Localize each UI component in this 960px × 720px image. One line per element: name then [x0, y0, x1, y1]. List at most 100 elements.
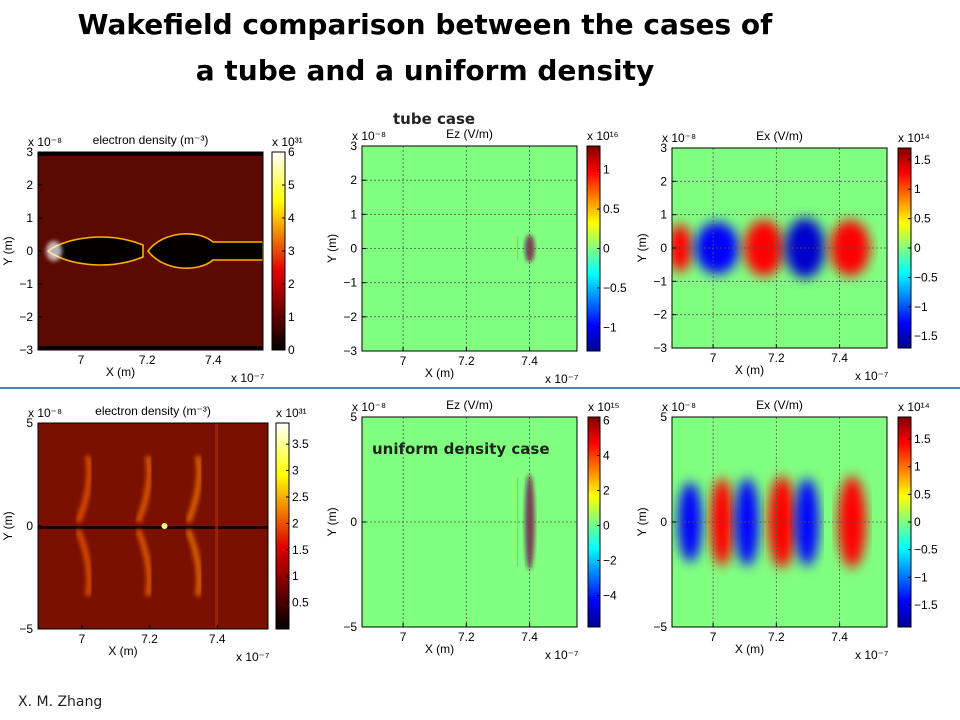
y-exponent: x 10⁻⁸: [28, 135, 62, 149]
y-tick-label: −5: [653, 620, 667, 634]
y-tick-label: 2: [26, 178, 33, 192]
colorbar-tick-label: 2: [292, 516, 299, 530]
y-tick-label: −1: [19, 277, 33, 291]
y-tick-label: 0: [350, 515, 357, 529]
tube-ez-panel: 7 7.2 7.4 3 2 1 0 −1 −2 −3 Ez (V/m) X (m) Y (m) x 10⁻…: [325, 127, 627, 386]
uniform-density-field: [38, 423, 268, 629]
y-axis-label: Y (m): [325, 234, 339, 263]
x-tick-label: 7: [400, 630, 407, 644]
y-tick-label: 0: [26, 519, 33, 533]
x-tick-label: 7: [78, 353, 85, 367]
x-tick-label: 7.4: [521, 354, 538, 368]
colorbar-tick-label: 1: [603, 163, 610, 177]
colorbar-tick-label: 0.5: [914, 487, 931, 501]
colorbar-tick-label: 1: [914, 182, 921, 196]
x-tick-label: 7.2: [139, 353, 156, 367]
colorbar-tick-label: 6: [603, 414, 610, 428]
y-tick-label: −5: [19, 622, 33, 636]
y-tick-label: 1: [660, 208, 667, 222]
tube-ex-panel: 7 7.2 7.4 3 2 1 0 −1 −2 −3 Ex (V/m) X (m) Y (m) x 10⁻…: [635, 129, 938, 383]
x-exponent: x 10⁻⁷: [855, 648, 888, 662]
y-axis-label: Y (m): [635, 507, 649, 536]
y-axis-label: Y (m): [325, 507, 339, 536]
colorbar-tick-label: 1: [914, 460, 921, 474]
x-axis-label: X (m): [735, 363, 764, 377]
slide-title: Wakefield comparison between the cases o…: [0, 2, 850, 94]
colorbar-tick-label: 4: [288, 211, 295, 225]
x-tick-label: 7.4: [521, 630, 538, 644]
colorbar-tick-label: 0: [603, 519, 610, 533]
colorbar-exponent: x 10¹⁴: [898, 400, 930, 414]
colorbar-tick-label: 3: [288, 244, 295, 258]
y-tick-label: −2: [653, 308, 667, 322]
colorbar-exponent: x 10³¹: [276, 406, 307, 420]
x-tick-label: 7: [400, 354, 407, 368]
panel-title: electron density (m⁻³): [95, 404, 211, 418]
x-tick-label: 7.4: [205, 353, 222, 367]
colorbar-tick-label: 6: [288, 145, 295, 159]
colorbar-tick-label: 2: [288, 277, 295, 291]
y-tick-label: 3: [660, 141, 667, 155]
y-tick-label: −1: [653, 274, 667, 288]
panel-title: Ex (V/m): [756, 398, 803, 412]
x-exponent: x 10⁻⁷: [236, 650, 269, 664]
x-axis-label: X (m): [425, 366, 454, 380]
colorbar-tick-label: −1: [914, 570, 928, 584]
colorbar-tick-label: 1: [288, 310, 295, 324]
title-line-2: a tube and a uniform density: [195, 54, 655, 87]
y-tick-label: −3: [653, 341, 667, 355]
colorbar-tick-label: 1: [292, 569, 299, 583]
cavity-shapes: [46, 233, 263, 269]
tube-ex-field: [672, 148, 887, 348]
y-tick-label: 0: [26, 244, 33, 258]
x-exponent: x 10⁻⁷: [545, 372, 578, 386]
colorbar-tick-label: 1.5: [292, 543, 309, 557]
colorbar-tick-label: 0: [914, 515, 921, 529]
x-tick-label: 7.2: [458, 630, 475, 644]
x-tick-label: 7.2: [141, 632, 158, 646]
colorbar-exponent: x 10¹⁶: [587, 129, 619, 143]
colorbar-tick-label: 0.5: [603, 202, 620, 216]
y-tick-label: 1: [26, 211, 33, 225]
y-tick-label: 0: [660, 515, 667, 529]
x-tick-label: 7: [710, 630, 717, 644]
panel-title: Ex (V/m): [756, 129, 803, 143]
x-tick-label: 7: [710, 351, 717, 365]
colorbar-tick-label: 2.5: [292, 490, 309, 504]
colorbar-tick-label: 4: [603, 449, 610, 463]
colorbar-tick-label: 0.5: [914, 212, 931, 226]
colorbar-tick-label: 0.5: [292, 596, 309, 610]
colorbar-exponent: x 10¹⁴: [898, 131, 930, 145]
colorbar-tick-label: −1.5: [914, 329, 938, 343]
panel-title: Ez (V/m): [446, 398, 493, 412]
y-exponent: x 10⁻⁸: [28, 406, 62, 420]
uniform-density-panel: 7 7.2 7.4 5 0 −5 electron density (m⁻³) X (m) Y …: [1, 404, 309, 664]
y-tick-label: −2: [343, 310, 357, 324]
x-tick-label: 7: [79, 632, 86, 646]
y-axis-label: Y (m): [1, 511, 15, 540]
panel-title: Ez (V/m): [446, 127, 493, 141]
colorbar-tick-label: 2: [603, 484, 610, 498]
y-tick-label: −3: [19, 343, 33, 357]
panel-title: electron density (m⁻³): [93, 133, 209, 147]
colorbar-tick-label: −1: [914, 300, 928, 314]
colorbar-exponent: x 10³¹: [272, 135, 303, 149]
colorbar-tick-label: 0: [603, 242, 610, 256]
x-tick-label: 7.4: [831, 630, 848, 644]
y-tick-label: 2: [350, 173, 357, 187]
uniform-ex-field: [672, 417, 887, 627]
x-tick-label: 7.2: [768, 630, 785, 644]
uniform-ex-panel: 7 7.2 7.4 5 0 −5 Ex (V/m) X (m) Y (m) x 10⁻⁸ x 10⁻…: [635, 398, 938, 662]
y-tick-label: 0: [350, 242, 357, 256]
colorbar-tick-label: −0.5: [603, 281, 627, 295]
y-exponent: x 10⁻⁸: [352, 129, 386, 143]
x-tick-label: 7.4: [209, 632, 226, 646]
y-tick-label: 3: [26, 145, 33, 159]
colorbar-tick-label: 0: [914, 241, 921, 255]
x-axis-label: X (m): [425, 642, 454, 656]
author-credit: X. M. Zhang: [18, 694, 103, 710]
y-exponent: x 10⁻⁸: [662, 400, 696, 414]
colorbar-tick-label: −0.5: [914, 543, 938, 557]
x-axis-label: X (m): [735, 642, 764, 656]
uniform-ez-panel: 7 7.2 7.4 5 0 −5 Ez (V/m) X (m) Y (m) x 10⁻⁸ x 10⁻…: [325, 398, 620, 662]
